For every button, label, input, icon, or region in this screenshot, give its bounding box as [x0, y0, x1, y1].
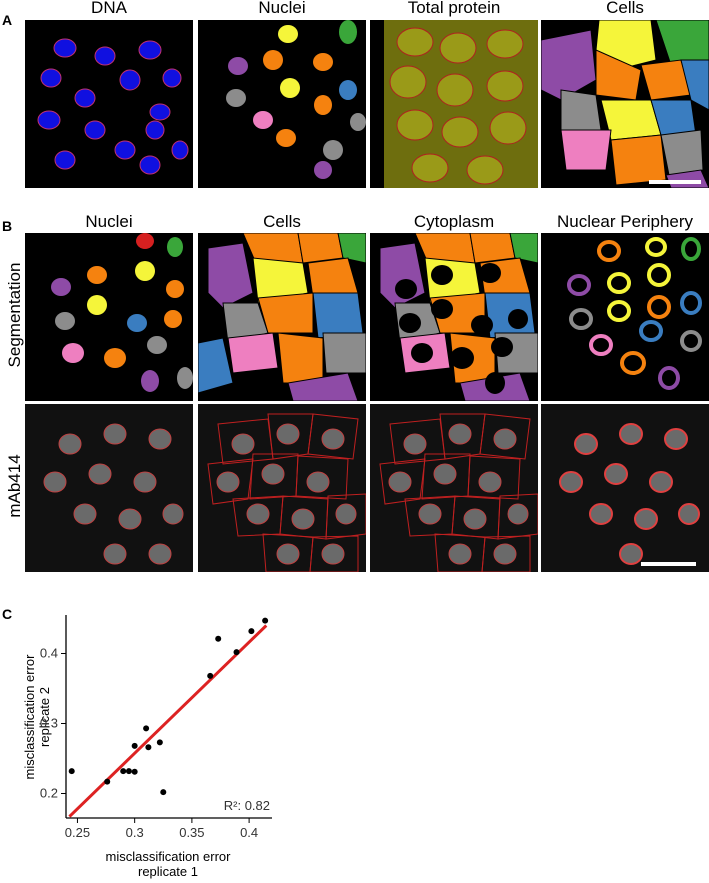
- nuclei-mask-a: [226, 20, 366, 179]
- nuclei-mask-b: [51, 233, 193, 392]
- data-point: [248, 628, 255, 635]
- segmentation-cells-a: [541, 20, 709, 188]
- panel-b-title-cells: Cells: [263, 212, 301, 231]
- panel-b-title-cytoplasm: Cytoplasm: [413, 212, 495, 231]
- data-point: [215, 635, 222, 642]
- x-tick-label: 0.25: [65, 825, 90, 840]
- micrograph-total-protein: [370, 20, 538, 188]
- y-tick-label: 0.4: [40, 646, 58, 661]
- panel-b-label: B: [2, 218, 13, 234]
- dna-image: [37, 38, 189, 175]
- y-tick-label: 0.2: [40, 786, 58, 801]
- y-tick-label: 0.3: [40, 716, 58, 731]
- data-point: [143, 725, 150, 732]
- y-axis-label-line1: misclassification error: [22, 654, 37, 780]
- data-point: [125, 768, 132, 775]
- panel-b-title-nuclei: Nuclei: [85, 212, 133, 231]
- data-point: [131, 742, 138, 749]
- mab414-nuclear-periphery: [541, 404, 709, 572]
- panel-a-title-total-protein: Total protein: [407, 0, 501, 17]
- y-axis-label-line2: replicate 2: [37, 687, 52, 747]
- segmentation-cytoplasm: [370, 233, 538, 401]
- segmentation-nuclei-b: [25, 233, 193, 401]
- data-point: [104, 778, 111, 785]
- x-tick-label: 0.35: [179, 825, 204, 840]
- periphery-mask: [567, 237, 702, 390]
- mab414-cytoplasm: [370, 404, 538, 572]
- data-point: [160, 789, 167, 796]
- scale-bar-b: [641, 562, 696, 566]
- mab414-cytoplasm-image: [379, 413, 538, 572]
- cells-mask-b: [198, 233, 366, 401]
- data-point: [262, 617, 269, 624]
- mab414-nuclei: [25, 404, 193, 572]
- panel-a-label: A: [2, 12, 13, 28]
- x-tick-label: 0.4: [240, 825, 258, 840]
- scatter-chart: misclassification error replicate 2 0.25…: [22, 615, 272, 879]
- data-point: [131, 768, 138, 775]
- data-point: [145, 744, 152, 751]
- y-axis-label: misclassification error replicate 2: [22, 654, 52, 780]
- mab414-cells-image: [207, 413, 366, 572]
- cells-mask-a: [541, 20, 709, 188]
- segmentation-nuclei-a: [198, 20, 366, 188]
- panel-c-label: C: [2, 606, 13, 622]
- segmentation-cells-b: [198, 233, 366, 401]
- cytoplasm-mask: [379, 233, 538, 401]
- scale-bar-a: [649, 180, 701, 184]
- x-axis-label-line2: replicate 1: [138, 864, 198, 879]
- x-axis-label-line1: misclassification error: [106, 849, 232, 864]
- row-label-segmentation: Segmentation: [5, 262, 24, 368]
- data-point: [120, 768, 127, 775]
- mab414-periphery-image: [559, 423, 700, 566]
- fit-line: [68, 624, 268, 818]
- micrograph-dna: [25, 20, 193, 188]
- mab414-cells: [198, 404, 366, 572]
- data-point: [156, 739, 163, 746]
- panel-a-title-nuclei: Nuclei: [258, 0, 306, 17]
- data-point: [233, 649, 240, 656]
- total-protein-image: [384, 20, 538, 188]
- panel-b-title-nuclear-periphery: Nuclear Periphery: [556, 212, 694, 231]
- data-point: [68, 768, 75, 775]
- x-tick-label: 0.3: [126, 825, 144, 840]
- data-point: [207, 672, 214, 679]
- panel-a-title-cells: Cells: [606, 0, 644, 17]
- r-squared-annotation: R²: 0.82: [224, 798, 270, 813]
- row-label-mab414: mAb414: [5, 454, 24, 518]
- segmentation-nuclear-periphery: [541, 233, 709, 401]
- mab414-nuclei-image: [43, 423, 184, 565]
- panel-a-title-dna: DNA: [91, 0, 127, 17]
